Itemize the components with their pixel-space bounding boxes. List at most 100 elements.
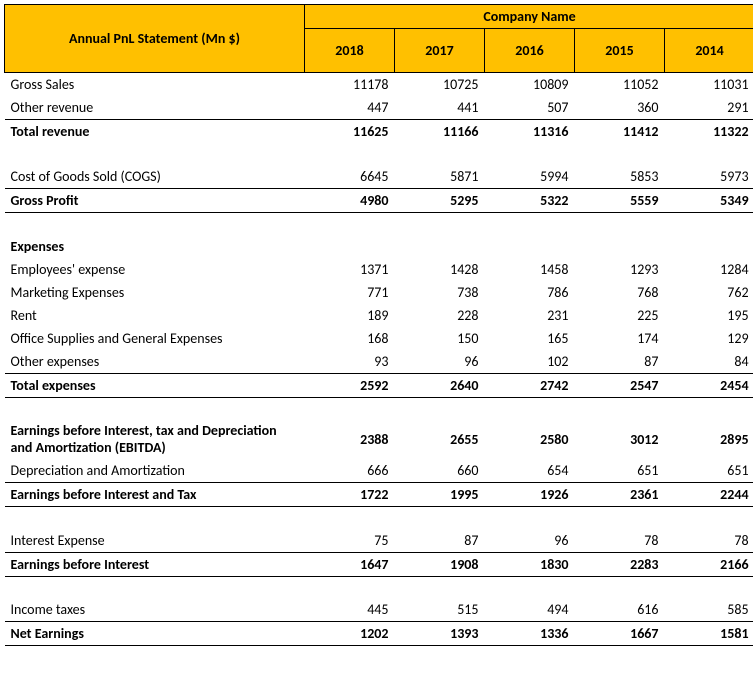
table-row: Total revenue1162511166113161141211322	[5, 120, 753, 144]
row-value: 96	[485, 529, 575, 553]
row-value: 771	[305, 281, 395, 304]
row-label: Gross Profit	[5, 189, 305, 213]
company-name-header: Company Name	[305, 5, 753, 29]
company-name-text: Company Name	[483, 8, 575, 25]
row-value: 494	[485, 598, 575, 622]
row-value: 1995	[395, 483, 485, 507]
row-value: 1393	[395, 622, 485, 646]
row-value: 654	[485, 459, 575, 483]
row-value: 87	[395, 529, 485, 553]
table-row: Income taxes445515494616585	[5, 598, 753, 622]
row-value	[395, 143, 485, 165]
row-value: 87	[575, 350, 665, 374]
table-row: Depreciation and Amortization66666065465…	[5, 459, 753, 483]
row-value: 651	[575, 459, 665, 483]
row-value	[485, 213, 575, 235]
row-value: 75	[305, 529, 395, 553]
row-label: Other revenue	[5, 96, 305, 120]
row-value	[395, 235, 485, 258]
row-label: Total revenue	[5, 120, 305, 144]
row-value	[305, 143, 395, 165]
row-value: 93	[305, 350, 395, 374]
row-value: 11316	[485, 120, 575, 144]
row-value: 225	[575, 304, 665, 327]
row-label: Earnings before Interest, tax and Deprec…	[5, 419, 305, 459]
row-value: 1722	[305, 483, 395, 507]
row-value: 441	[395, 96, 485, 120]
row-label: Earnings before Interest and Tax	[5, 483, 305, 507]
row-value: 189	[305, 304, 395, 327]
row-value: 2388	[305, 419, 395, 459]
statement-title: Annual PnL Statement (Mn $)	[5, 5, 305, 73]
pnl-table: Annual PnL Statement (Mn $) Company Name…	[4, 4, 753, 646]
row-value: 507	[485, 96, 575, 120]
row-value	[485, 235, 575, 258]
row-value: 96	[395, 350, 485, 374]
row-value	[305, 507, 395, 529]
row-value: 5994	[485, 165, 575, 189]
row-value: 195	[665, 304, 753, 327]
row-value: 11412	[575, 120, 665, 144]
year-header-2: 2016	[485, 29, 575, 73]
row-value: 11625	[305, 120, 395, 144]
row-value	[395, 507, 485, 529]
row-value	[485, 576, 575, 598]
row-value: 1908	[395, 552, 485, 576]
row-label: Office Supplies and General Expenses	[5, 327, 305, 350]
row-value	[305, 213, 395, 235]
row-value: 2283	[575, 552, 665, 576]
row-value	[665, 143, 753, 165]
row-value: 6645	[305, 165, 395, 189]
table-row: Rent189228231225195	[5, 304, 753, 327]
row-value: 1428	[395, 258, 485, 281]
row-value: 2655	[395, 419, 485, 459]
year-header-1: 2017	[395, 29, 485, 73]
row-value: 10809	[485, 73, 575, 97]
row-value: 102	[485, 350, 575, 374]
row-value: 1647	[305, 552, 395, 576]
row-value: 129	[665, 327, 753, 350]
row-label: Rent	[5, 304, 305, 327]
row-value: 1926	[485, 483, 575, 507]
row-value	[395, 576, 485, 598]
table-row: Expenses	[5, 235, 753, 258]
row-value: 5349	[665, 189, 753, 213]
table-row: Earnings before Interest1647190818302283…	[5, 552, 753, 576]
row-value: 666	[305, 459, 395, 483]
row-value: 1581	[665, 622, 753, 646]
row-value: 2361	[575, 483, 665, 507]
row-value: 5295	[395, 189, 485, 213]
table-row: Other revenue447441507360291	[5, 96, 753, 120]
row-value: 1202	[305, 622, 395, 646]
row-value	[395, 213, 485, 235]
row-value: 660	[395, 459, 485, 483]
row-value	[665, 507, 753, 529]
table-row	[5, 397, 753, 419]
row-value: 228	[395, 304, 485, 327]
row-value: 150	[395, 327, 485, 350]
row-value: 768	[575, 281, 665, 304]
row-label: Employees' expense	[5, 258, 305, 281]
row-label	[5, 507, 305, 529]
row-label	[5, 397, 305, 419]
row-label: Interest Expense	[5, 529, 305, 553]
row-value	[305, 235, 395, 258]
row-value	[575, 143, 665, 165]
row-value: 360	[575, 96, 665, 120]
row-value: 10725	[395, 73, 485, 97]
row-value	[665, 235, 753, 258]
row-value	[395, 397, 485, 419]
table-row: Cost of Goods Sold (COGS)664558715994585…	[5, 165, 753, 189]
row-value: 616	[575, 598, 665, 622]
row-value: 1667	[575, 622, 665, 646]
row-value: 11166	[395, 120, 485, 144]
year-header-4: 2014	[665, 29, 753, 73]
year-header-0: 2018	[305, 29, 395, 73]
row-label	[5, 143, 305, 165]
row-value: 2166	[665, 552, 753, 576]
row-value	[575, 213, 665, 235]
table-row	[5, 576, 753, 598]
row-value	[575, 576, 665, 598]
row-label: Earnings before Interest	[5, 552, 305, 576]
table-row: Other expenses93961028784	[5, 350, 753, 374]
